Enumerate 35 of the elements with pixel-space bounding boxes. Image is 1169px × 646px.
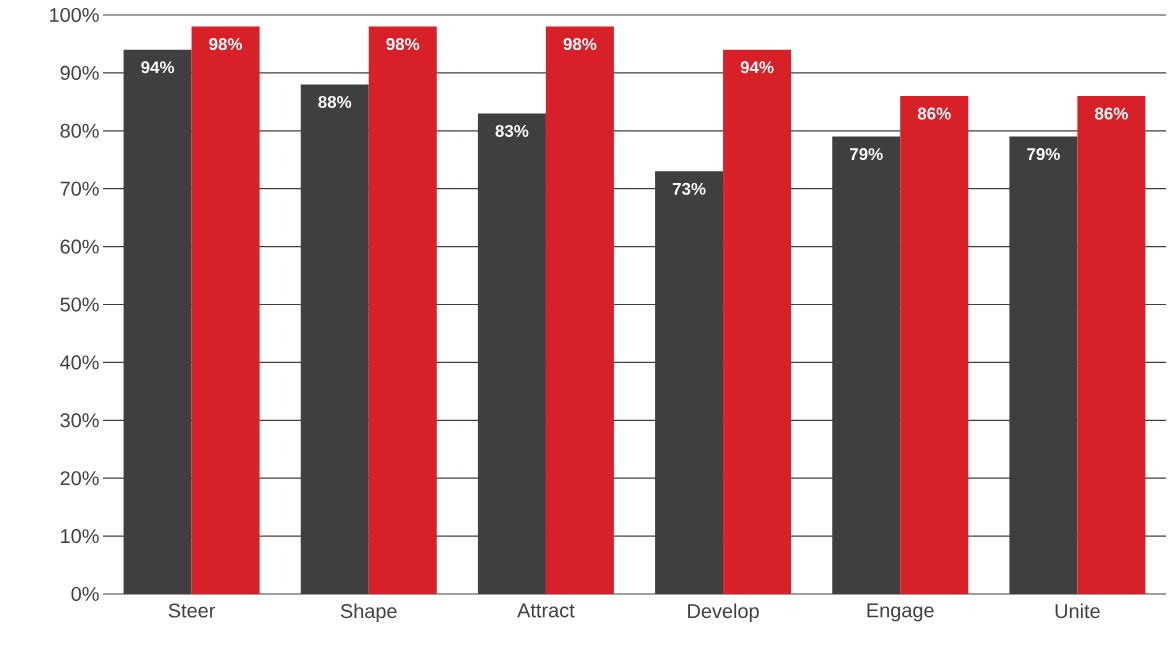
y-tick-label: 40%: [60, 355, 99, 370]
x-tick-label: Unite: [1055, 603, 1100, 619]
data-label: 94%: [141, 61, 175, 74]
y-tick-label: 20%: [60, 471, 99, 486]
data-label: 86%: [1094, 107, 1128, 120]
data-label: 94%: [740, 61, 774, 74]
y-tick-label: 70%: [60, 181, 99, 196]
data-label: 79%: [850, 148, 883, 161]
y-tick-label: 90%: [60, 65, 99, 80]
x-tick-label: Develop: [688, 603, 759, 623]
data-label: 83%: [495, 124, 529, 137]
x-tick-label: Steer: [168, 603, 216, 618]
data-label: 98%: [563, 38, 597, 51]
x-tick-label: Shape: [340, 603, 397, 623]
y-tick-label: 80%: [60, 123, 99, 138]
y-tick-label: 100%: [50, 7, 99, 23]
bar: [723, 49, 792, 594]
data-label: 86%: [917, 107, 951, 120]
bar: [191, 26, 260, 594]
y-tick-label: 50%: [60, 297, 99, 312]
x-tick-label: Attract: [517, 603, 575, 618]
bar: [900, 96, 969, 594]
data-label: 98%: [386, 38, 420, 51]
y-tick-label: 0%: [71, 586, 99, 602]
data-label: 73%: [672, 182, 706, 195]
bar: [1077, 96, 1146, 594]
data-label: 79%: [1027, 148, 1060, 161]
data-label: 88%: [318, 95, 352, 108]
y-tick-label: 60%: [60, 239, 99, 254]
y-tick-label: 30%: [60, 413, 99, 428]
bar: [368, 26, 437, 594]
x-tick-label: Engage: [867, 603, 934, 622]
y-tick-label: 10%: [61, 529, 99, 544]
bar: [545, 26, 614, 594]
data-label: 98%: [209, 38, 243, 51]
